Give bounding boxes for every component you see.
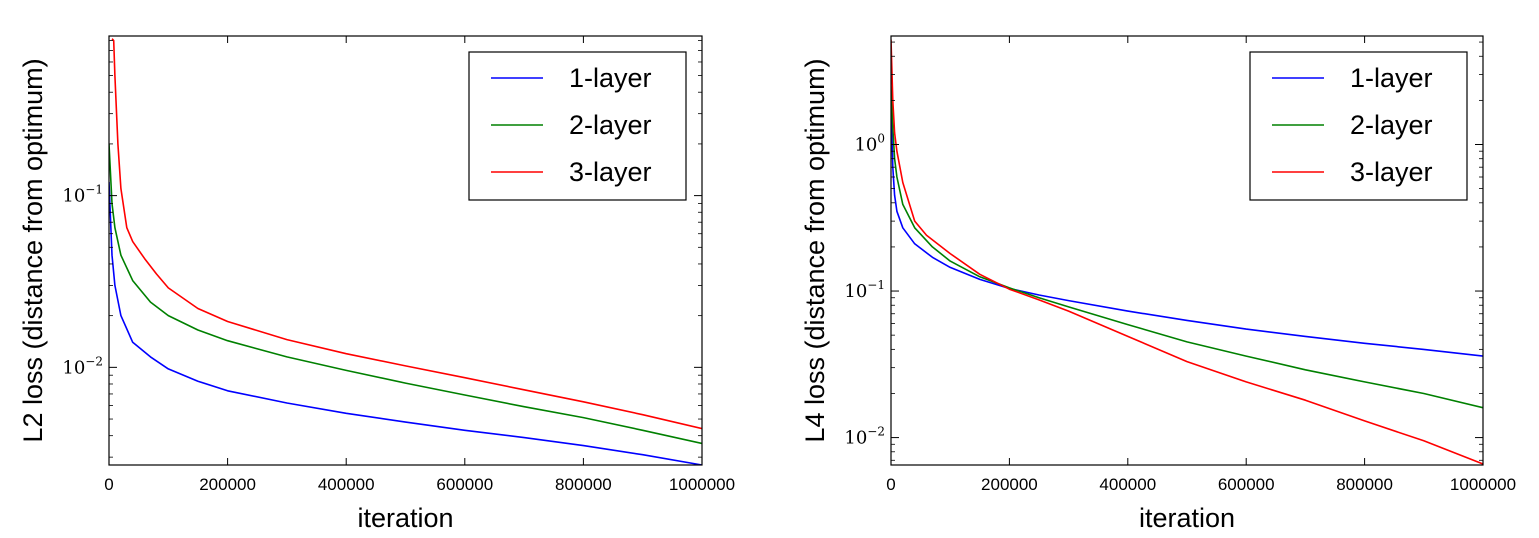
legend: 1-layer 2-layer 3-layer	[1249, 51, 1468, 201]
series-group	[109, 38, 702, 465]
y-tick-label: 10−1	[62, 183, 103, 207]
legend: 1-layer 2-layer 3-layer	[468, 51, 687, 201]
series-line-3-layer	[891, 39, 1483, 465]
series-line-1-layer	[109, 181, 702, 465]
x-axis-label: iteration	[1139, 503, 1235, 533]
x-tick-label: 0	[886, 475, 895, 494]
legend-label-1-layer: 1-layer	[1350, 63, 1433, 93]
chart-1: 0 200000 400000 600000 800000 1000000 10−1 10−2…	[18, 35, 735, 533]
x-tick-label: 800000	[1336, 475, 1393, 494]
x-tick-label: 200000	[199, 475, 256, 494]
x-tick-label: 600000	[1218, 475, 1275, 494]
x-tick-label: 0	[104, 475, 113, 494]
series-line-2-layer	[109, 143, 702, 445]
series-line-2-layer	[891, 86, 1483, 409]
series-line-3-layer	[111, 38, 702, 430]
y-tick-label: 10−2	[844, 425, 885, 449]
x-tick-label: 800000	[555, 475, 612, 494]
x-tick-label: 400000	[318, 475, 375, 494]
y-tick-label: 10−2	[62, 354, 103, 378]
x-tick-label: 1000000	[669, 475, 735, 494]
axes-frame	[108, 35, 703, 466]
legend-box	[468, 51, 687, 201]
legend-label-3-layer: 3-layer	[569, 157, 652, 187]
x-axis-label: iteration	[357, 503, 453, 533]
axes-frame	[890, 35, 1484, 466]
y-axis-label: L2 loss (distance from optimum)	[18, 58, 48, 442]
chart-2: 0 200000 400000 600000 800000 1000000 100 10−1 1…	[800, 35, 1516, 533]
x-tick-label: 1000000	[1450, 475, 1516, 494]
legend-label-2-layer: 2-layer	[569, 110, 652, 140]
y-tick-label: 10−1	[844, 278, 885, 302]
series-group	[891, 39, 1483, 465]
x-tick-label: 600000	[436, 475, 493, 494]
legend-box	[1249, 51, 1468, 201]
y-axis-label: L4 loss (distance from optimum)	[800, 58, 830, 442]
x-tick-label: 400000	[1099, 475, 1156, 494]
legend-label-3-layer: 3-layer	[1350, 157, 1433, 187]
y-tick-label: 100	[854, 131, 885, 155]
legend-label-1-layer: 1-layer	[569, 63, 652, 93]
x-tick-label: 200000	[981, 475, 1038, 494]
legend-label-2-layer: 2-layer	[1350, 110, 1433, 140]
